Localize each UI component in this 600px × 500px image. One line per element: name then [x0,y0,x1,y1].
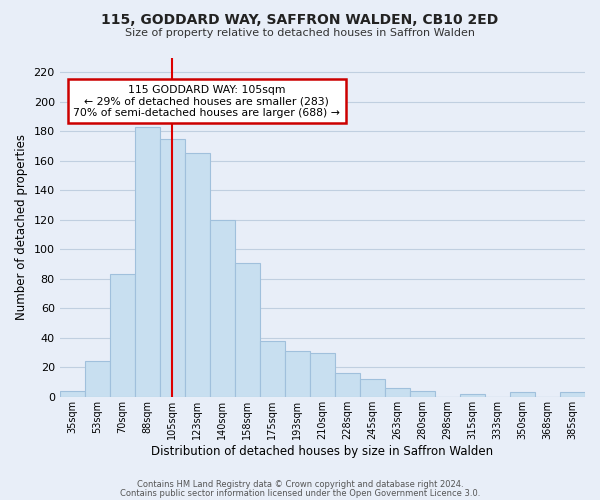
Text: 115, GODDARD WAY, SAFFRON WALDEN, CB10 2ED: 115, GODDARD WAY, SAFFRON WALDEN, CB10 2… [101,12,499,26]
Text: 115 GODDARD WAY: 105sqm
← 29% of detached houses are smaller (283)
70% of semi-d: 115 GODDARD WAY: 105sqm ← 29% of detache… [73,84,340,118]
Text: Size of property relative to detached houses in Saffron Walden: Size of property relative to detached ho… [125,28,475,38]
Bar [59,391,85,397]
Bar [460,394,485,397]
Y-axis label: Number of detached properties: Number of detached properties [15,134,28,320]
X-axis label: Distribution of detached houses by size in Saffron Walden: Distribution of detached houses by size … [151,444,493,458]
Bar [285,351,310,397]
Bar [510,392,535,397]
Bar [310,352,335,397]
Bar [210,220,235,397]
Bar [135,127,160,397]
Text: Contains public sector information licensed under the Open Government Licence 3.: Contains public sector information licen… [120,489,480,498]
Bar [110,274,135,397]
Bar [260,340,285,397]
Bar [385,388,410,397]
Bar [235,262,260,397]
Bar [160,138,185,397]
Bar [85,362,110,397]
Bar [185,154,210,397]
Bar [360,379,385,397]
Bar [560,392,585,397]
Bar [410,391,435,397]
Bar [335,373,360,397]
Text: Contains HM Land Registry data © Crown copyright and database right 2024.: Contains HM Land Registry data © Crown c… [137,480,463,489]
